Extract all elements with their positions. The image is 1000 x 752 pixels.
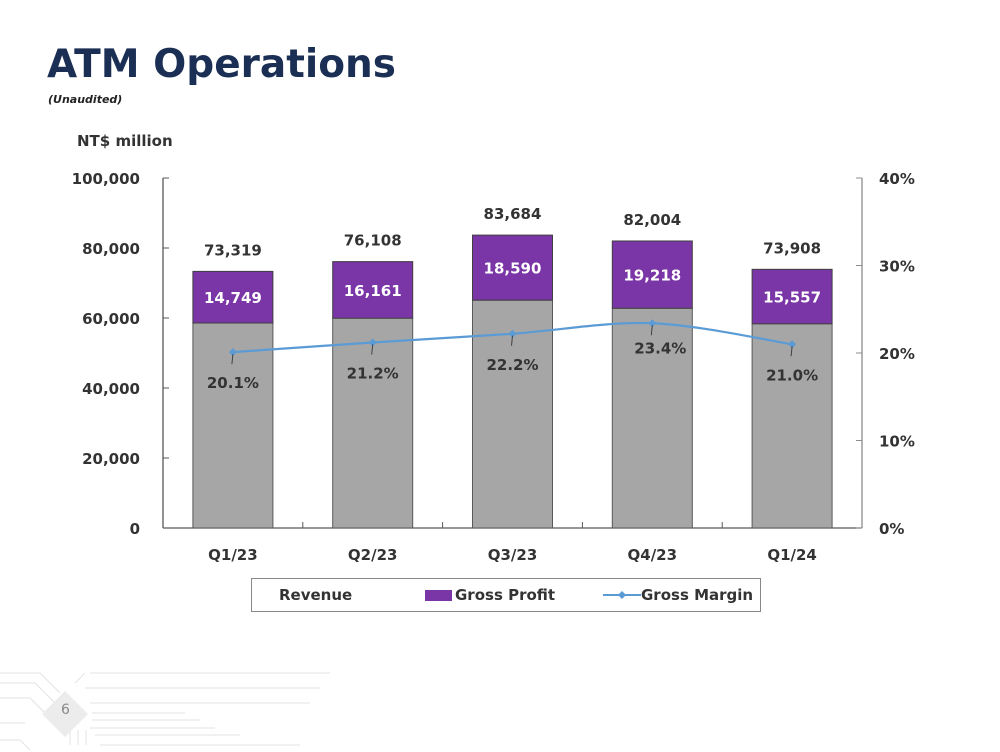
- revenue-bar: [751, 323, 833, 529]
- page-number: 6: [61, 702, 70, 718]
- y2-tick-label: 20%: [879, 345, 915, 363]
- y2-tick-label: 40%: [879, 170, 915, 188]
- revenue-data-label: 82,004: [623, 211, 681, 229]
- legend-item-gross-margin: Gross Margin: [603, 586, 753, 604]
- gross-margin-point: [228, 348, 237, 357]
- gross-margin-leader: [650, 325, 653, 336]
- gross-margin-leader: [790, 346, 793, 357]
- y2-tick-label: 0%: [879, 520, 904, 538]
- gross-profit-bar: [611, 240, 693, 309]
- page-title: ATM Operations: [47, 42, 397, 87]
- gross-margin-leader: [231, 354, 234, 365]
- y-tick-label: 20,000: [82, 450, 140, 468]
- legend-label-gross-margin: Gross Margin: [641, 586, 754, 604]
- gross-margin-line-marker-icon: [603, 591, 641, 599]
- chart-legend: Revenue Gross Profit Gross Margin: [251, 578, 761, 612]
- revenue-data-label: 83,684: [484, 205, 542, 223]
- gross-profit-data-label: 19,218: [623, 267, 681, 285]
- revenue-data-label: 76,108: [344, 232, 402, 250]
- y2-tick-label: 30%: [879, 258, 915, 276]
- y2-tick-label: 10%: [879, 433, 915, 451]
- legend-label-gross-profit: Gross Profit: [455, 586, 556, 604]
- revenue-data-label: 73,319: [204, 241, 262, 259]
- unaudited-note: (Unaudited): [48, 93, 123, 106]
- gross-profit-bar: [472, 234, 553, 301]
- gross-margin-leader: [371, 344, 374, 355]
- gross-profit-swatch: [425, 589, 452, 601]
- revenue-data-label: 73,908: [763, 239, 821, 257]
- gross-margin-point: [368, 338, 377, 347]
- revenue-bar: [611, 307, 693, 529]
- gross-profit-data-label: 14,749: [204, 289, 262, 307]
- x-tick-label: Q1/23: [208, 546, 258, 564]
- x-tick-label: Q2/23: [348, 546, 398, 564]
- gross-profit-bar: [192, 270, 274, 324]
- gross-margin-point: [508, 329, 517, 338]
- gross-profit-data-label: 18,590: [484, 260, 542, 278]
- y-tick-label: 0: [130, 520, 140, 538]
- x-tick-label: Q1/24: [767, 546, 817, 564]
- gross-profit-bar: [332, 261, 414, 319]
- gross-margin-data-label: 23.4%: [634, 339, 686, 357]
- gross-profit-data-label: 16,161: [344, 282, 402, 300]
- gross-margin-point: [788, 340, 797, 349]
- x-tick-label: Q4/23: [628, 546, 678, 564]
- gross-profit-data-label: 15,557: [763, 289, 821, 307]
- legend-label-revenue: Revenue: [279, 586, 353, 604]
- circuit-decoration: [0, 672, 330, 751]
- gross-margin-leader: [511, 335, 513, 346]
- unit-label: NT$ million: [77, 132, 173, 150]
- y-tick-label: 40,000: [82, 380, 140, 398]
- gross-margin-data-label: 22.2%: [486, 356, 538, 374]
- y-tick-label: 80,000: [82, 240, 140, 258]
- gross-margin-point: [648, 319, 657, 328]
- gross-profit-bar: [751, 268, 833, 325]
- y-tick-label: 60,000: [82, 310, 140, 328]
- legend-item-revenue: Revenue: [279, 586, 352, 604]
- gross-margin-data-label: 20.1%: [207, 374, 259, 392]
- gross-margin-data-label: 21.0%: [766, 366, 818, 384]
- revenue-bar: [332, 317, 414, 529]
- legend-item-gross-profit: Gross Profit: [425, 586, 555, 604]
- y-tick-label: 100,000: [72, 170, 140, 188]
- gross-margin-data-label: 21.2%: [347, 365, 399, 383]
- x-tick-label: Q3/23: [488, 546, 538, 564]
